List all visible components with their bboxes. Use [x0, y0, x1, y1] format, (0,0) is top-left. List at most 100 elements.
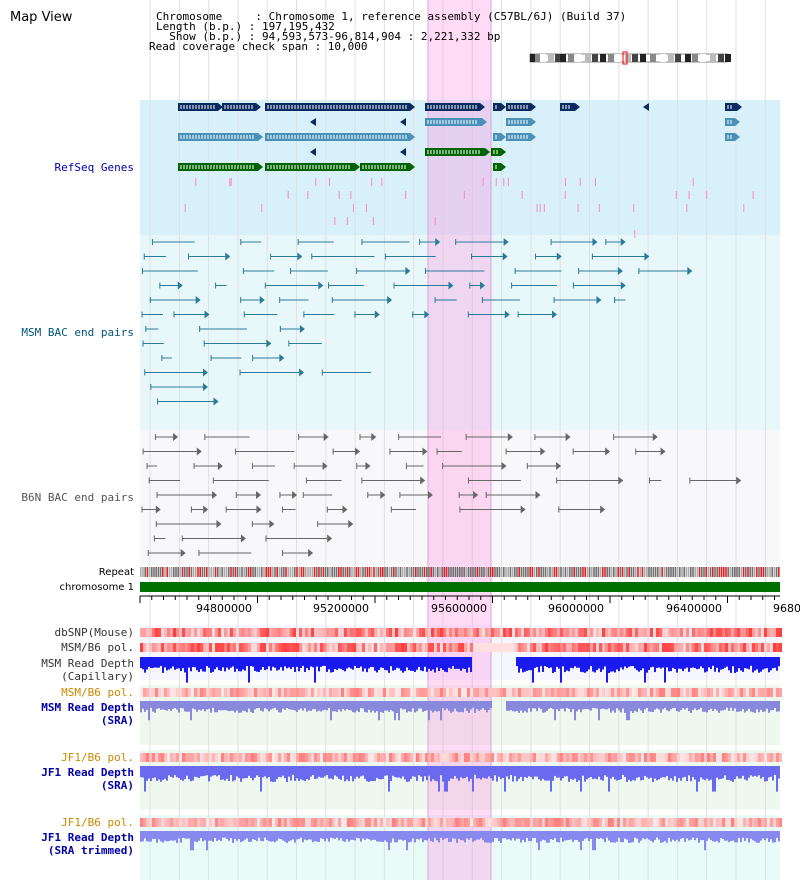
dbsnp-strip [737, 628, 740, 637]
jf1-b6-pol-strip [182, 753, 185, 762]
msm-b6-pol-cap-strip [743, 643, 746, 652]
repeat-mark [346, 567, 349, 577]
jf1-depth-trimmed-bar [522, 831, 524, 840]
jf1-depth-trimmed-bar [298, 831, 300, 839]
msm-depth-capillary-bar [664, 657, 666, 683]
msm-depth-capillary-bar [742, 657, 744, 672]
jf1-depth-label[interactable]: JF1 Read Depth [41, 766, 134, 779]
jf1-depth-bar [232, 766, 234, 782]
msm-depth-sra-sublabel: (SRA) [100, 714, 134, 727]
jf1-b6-pol-strip [638, 753, 641, 762]
msm-b6-pol-cap-strip [239, 643, 242, 652]
msm-b6-pol-sra-strip [374, 688, 377, 697]
msm-depth-sra-bar [324, 701, 326, 710]
jf1-b6-pol-trim-strip [545, 818, 548, 827]
b6n-bac-label[interactable]: B6N BAC end pairs [21, 491, 134, 504]
jf1-depth-bar [292, 766, 294, 775]
msm-depth-sra-label[interactable]: MSM Read Depth [41, 701, 134, 714]
msm-depth-sra-bar [158, 701, 160, 709]
jf1-b6-pol-trim-strip [278, 818, 281, 827]
msm-depth-capillary-bar [556, 657, 558, 667]
jf1-depth-trimmed-bar [754, 831, 756, 842]
gene-feature [178, 163, 258, 171]
msm-bac-label[interactable]: MSM BAC end pairs [21, 326, 134, 339]
msm-depth-capillary-bar [216, 657, 218, 668]
jf1-b6-pol-strip [587, 753, 590, 762]
msm-depth-sra-bar [742, 701, 744, 710]
msm-depth-capillary-bar [448, 657, 450, 668]
jf1-b6-pol-strip [767, 753, 770, 762]
jf1-depth-bar [702, 766, 704, 780]
jf1-depth-bar [490, 766, 492, 779]
repeat-mark [577, 567, 580, 577]
jf1-depth-bar [482, 766, 484, 778]
jf1-b6-pol-label[interactable]: JF1/B6 pol. [61, 751, 134, 764]
jf1-depth-trimmed-bar [464, 831, 466, 843]
jf1-depth-bar [694, 766, 696, 780]
jf1-b6-pol-trimmed-label[interactable]: JF1/B6 pol. [61, 816, 134, 829]
msm-depth-sra-bar [528, 701, 530, 709]
msm-b6-pol-cap-strip [647, 643, 650, 652]
jf1-depth-bar [562, 766, 564, 779]
repeat-mark [214, 567, 217, 577]
repeat-mark [197, 567, 199, 577]
jf1-b6-pol-trim-strip [656, 818, 659, 827]
msm-depth-sra-bar [518, 701, 520, 713]
dbsnp-strip [494, 628, 497, 637]
msm-depth-sra-bar [638, 701, 640, 709]
msm-b6-pol-cap-strip [305, 643, 308, 652]
jf1-depth-bar [584, 766, 586, 782]
jf1-b6-pol-strip [656, 753, 659, 762]
jf1-depth-bar [300, 766, 302, 780]
msm-b6-pol-sra-strip [275, 688, 278, 697]
msm-depth-sra-bar [750, 701, 752, 712]
repeat-mark [531, 567, 534, 577]
msm-depth-capillary-bar [562, 657, 564, 667]
jf1-depth-trimmed-bar [726, 831, 728, 841]
repeat-mark [441, 567, 443, 577]
jf1-b6-pol-strip [644, 753, 647, 762]
msm-b6-pol-cap-strip [362, 643, 365, 652]
jf1-depth-trimmed-bar [672, 831, 674, 840]
msm-b6-pol-sra-strip [626, 688, 629, 697]
jf1-b6-pol-strip [332, 753, 335, 762]
msm-depth-sra-bar [298, 701, 300, 710]
dbsnp-strip [395, 628, 398, 637]
jf1-depth-bar [144, 766, 146, 792]
dbsnp-label[interactable]: dbSNP(Mouse) [54, 626, 134, 639]
msm-b6-pol-cap-strip [494, 643, 497, 652]
msm-depth-sra-bar [576, 701, 578, 712]
jf1-depth-trimmed-bar [256, 831, 258, 842]
jf1-depth-bar [272, 766, 274, 782]
jf1-b6-pol-trim-strip [194, 818, 197, 827]
msm-b6-pol-cap-strip [716, 643, 719, 652]
jf1-b6-pol-trim-strip [644, 818, 647, 827]
jf1-depth-trimmed-bar [148, 831, 150, 842]
jf1-depth-trimmed-bar [440, 831, 442, 838]
msm-depth-sra-bar [310, 701, 312, 711]
msm-b6-pol-capillary-label[interactable]: MSM/B6 pol. [61, 641, 134, 654]
jf1-depth-trimmed-bar [456, 831, 458, 843]
jf1-b6-pol-trim-strip [416, 818, 419, 827]
repeat-mark [241, 567, 243, 577]
msm-depth-sra-bar [710, 701, 712, 709]
jf1-b6-pol-strip [407, 753, 410, 762]
dbsnp-strip [710, 628, 713, 637]
b6n-bac-pair-arrow [327, 534, 333, 543]
jf1-b6-pol-strip [482, 753, 485, 762]
repeat-mark [219, 567, 221, 577]
msm-bac-pair-arrow [204, 310, 210, 319]
jf1-b6-pol-strip [350, 753, 353, 762]
msm-b6-pol-sra-strip [314, 688, 317, 697]
refseq-genes-label[interactable]: RefSeq Genes [54, 161, 134, 174]
repeat-mark [712, 567, 714, 577]
msm-depth-capillary-label[interactable]: MSM Read Depth [41, 657, 134, 670]
jf1-depth-bar [580, 766, 582, 792]
jf1-b6-pol-trim-strip [350, 818, 353, 827]
jf1-depth-trimmed-label[interactable]: JF1 Read Depth [41, 831, 134, 844]
repeat-mark [674, 567, 677, 577]
msm-depth-capillary-bar [566, 657, 568, 671]
msm-b6-pol-sra-label[interactable]: MSM/B6 pol. [61, 686, 134, 699]
